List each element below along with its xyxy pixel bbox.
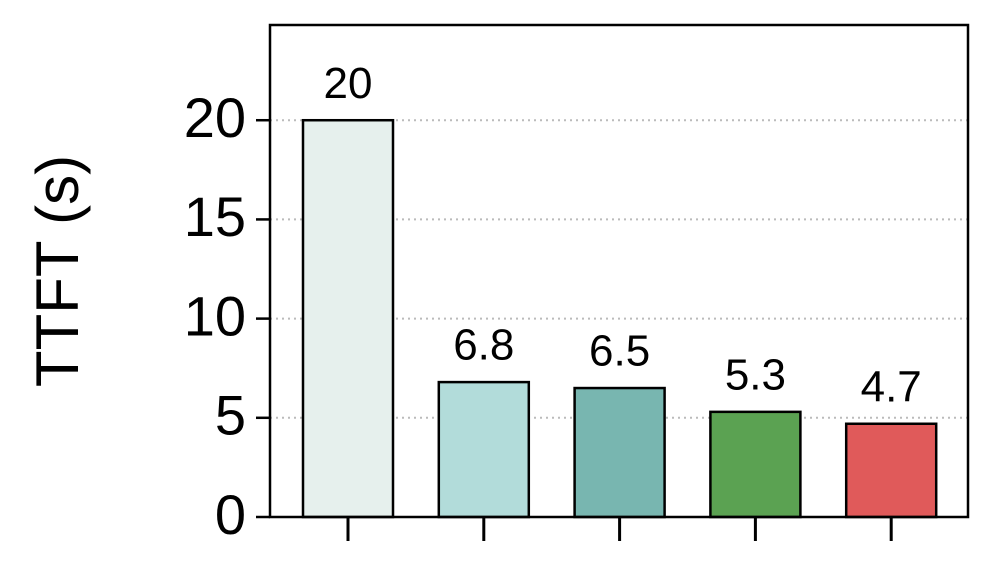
y-tick-label: 20 [184,86,246,149]
bar [437,380,531,519]
bar [573,386,666,519]
bar [301,118,395,519]
bar [844,422,938,519]
y-tick-label: 0 [215,483,246,546]
plot-frame [268,23,970,519]
y-axis-label: TTFT (s) [24,155,91,387]
value-label: 5.3 [725,350,786,399]
value-label: 4.7 [861,362,922,411]
value-label: 6.5 [589,327,650,376]
value-label: 6.8 [453,321,514,370]
value-label: 20 [324,59,373,108]
bar [709,410,802,519]
y-tick-label: 5 [215,384,246,447]
y-tick-label: 10 [184,284,246,347]
y-tick-label: 15 [184,185,246,248]
